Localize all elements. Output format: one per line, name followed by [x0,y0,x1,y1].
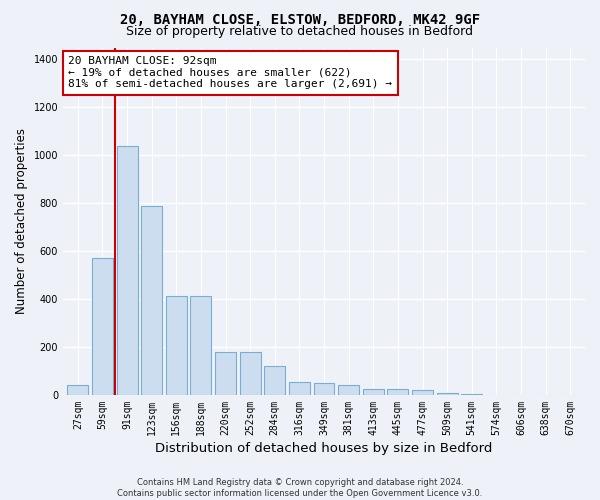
Bar [116,146,137,395]
Bar [265,366,285,395]
Bar [388,389,409,395]
Bar [166,296,187,395]
Y-axis label: Number of detached properties: Number of detached properties [15,128,28,314]
Bar [190,296,211,395]
Text: Size of property relative to detached houses in Bedford: Size of property relative to detached ho… [127,25,473,38]
X-axis label: Distribution of detached houses by size in Bedford: Distribution of detached houses by size … [155,442,493,455]
Text: 20, BAYHAM CLOSE, ELSTOW, BEDFORD, MK42 9GF: 20, BAYHAM CLOSE, ELSTOW, BEDFORD, MK42 … [120,12,480,26]
Bar [215,352,236,395]
Bar [363,389,384,395]
Bar [67,386,88,395]
Bar [289,382,310,395]
Bar [338,386,359,395]
Bar [461,394,482,395]
Text: 20 BAYHAM CLOSE: 92sqm
← 19% of detached houses are smaller (622)
81% of semi-de: 20 BAYHAM CLOSE: 92sqm ← 19% of detached… [68,56,392,90]
Text: Contains HM Land Registry data © Crown copyright and database right 2024.
Contai: Contains HM Land Registry data © Crown c… [118,478,482,498]
Bar [92,258,113,395]
Bar [412,390,433,395]
Bar [141,206,162,395]
Bar [239,352,260,395]
Bar [314,383,334,395]
Bar [437,392,458,395]
